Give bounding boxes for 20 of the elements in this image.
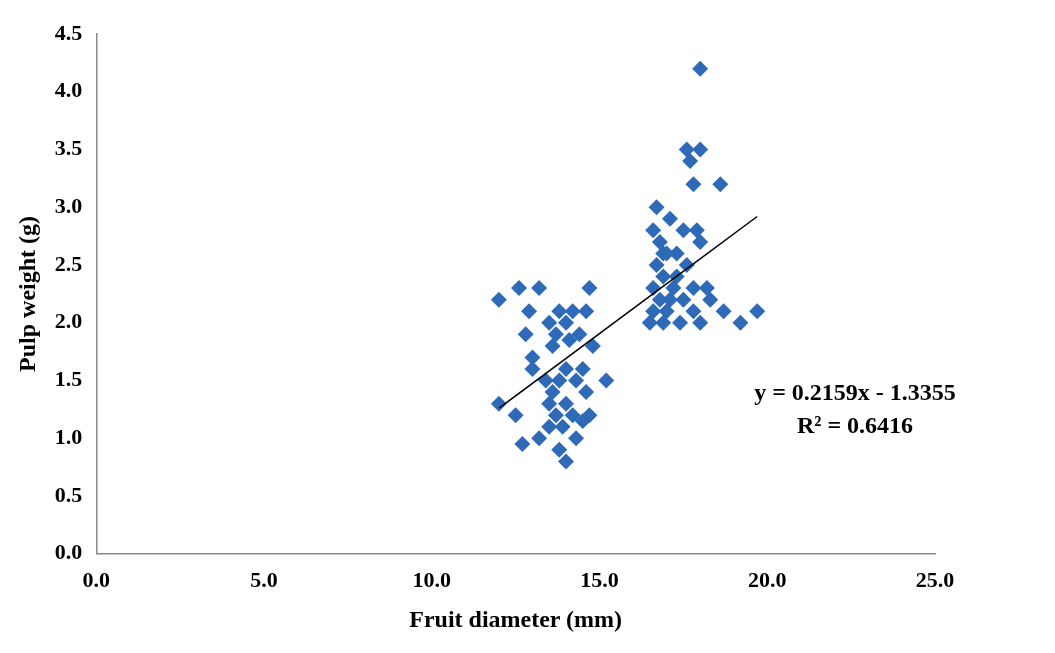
x-tick-label: 0.0 (82, 566, 111, 592)
annotation: R² = 0.6416 (796, 412, 914, 438)
annotation: y = 0.2159x - 1.3355 (754, 379, 956, 405)
y-tick-label: 4.5 (54, 19, 83, 45)
x-tick-label: 20.0 (748, 566, 787, 592)
x-tick-label: 15.0 (580, 566, 619, 592)
x-axis-title: Fruit diameter (mm) (409, 605, 623, 632)
y-tick-label: 3.5 (54, 135, 83, 161)
y-tick-label: 1.5 (54, 366, 83, 392)
y-tick-label: 1.0 (54, 423, 83, 449)
x-tick-label: 25.0 (915, 566, 955, 592)
y-tick-label: 4.0 (54, 77, 83, 103)
y-tick-label: 3.0 (54, 192, 83, 218)
x-tick-label: 5.0 (250, 566, 278, 592)
x-tick-label: 10.0 (412, 566, 452, 592)
y-tick-label: 2.5 (54, 250, 83, 276)
y-tick-label: 0.5 (54, 481, 83, 507)
y-tick-label: 0.0 (54, 539, 83, 565)
y-axis-title: Pulp weight (g) (13, 215, 40, 372)
y-tick-label: 2.0 (54, 308, 83, 334)
